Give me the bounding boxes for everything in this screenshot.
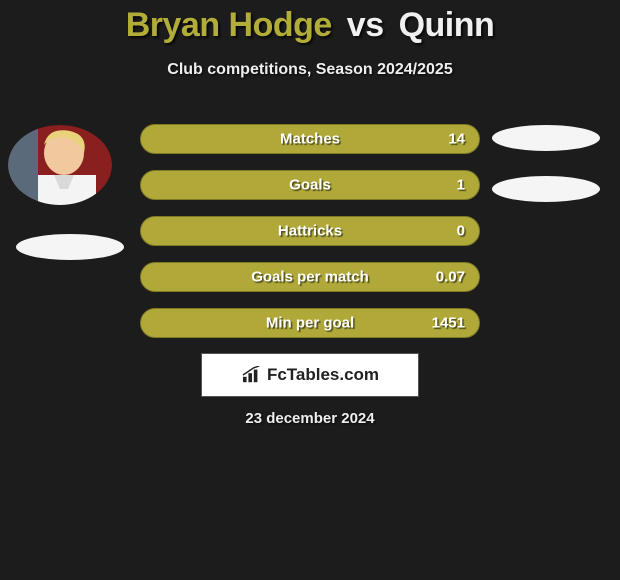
stat-bar-matches: Matches 14 (140, 124, 480, 154)
stat-label: Goals per match (251, 269, 369, 286)
player1-name: Bryan Hodge (126, 6, 332, 44)
player1-avatar (8, 125, 112, 205)
stat-value: 14 (448, 131, 465, 148)
stat-label: Matches (280, 131, 340, 148)
stat-value: 0.07 (436, 269, 465, 286)
vs-separator: vs (347, 6, 384, 44)
stat-bar-min-per-goal: Min per goal 1451 (140, 308, 480, 338)
stat-bar-goals: Goals 1 (140, 170, 480, 200)
stat-label: Min per goal (266, 315, 354, 332)
stat-value: 1451 (432, 315, 465, 332)
player2-name-pill-2 (492, 176, 600, 202)
bar-chart-icon (241, 366, 263, 384)
player1-name-pill (16, 234, 124, 260)
stat-label: Hattricks (278, 223, 342, 240)
branding-text: FcTables.com (267, 365, 379, 385)
competition-subtitle: Club competitions, Season 2024/2025 (0, 61, 620, 79)
stats-bars: Matches 14 Goals 1 Hattricks 0 Goals per… (140, 124, 480, 354)
date-line: 23 december 2024 (0, 410, 620, 427)
stat-value: 1 (457, 177, 465, 194)
stat-label: Goals (289, 177, 331, 194)
comparison-title: Bryan Hodge vs Quinn (0, 0, 620, 45)
stat-bar-goals-per-match: Goals per match 0.07 (140, 262, 480, 292)
player2-name: Quinn (399, 6, 495, 44)
player2-name-pill-1 (492, 125, 600, 151)
stat-bar-hattricks: Hattricks 0 (140, 216, 480, 246)
branding-badge: FcTables.com (201, 353, 419, 397)
stat-value: 0 (457, 223, 465, 240)
